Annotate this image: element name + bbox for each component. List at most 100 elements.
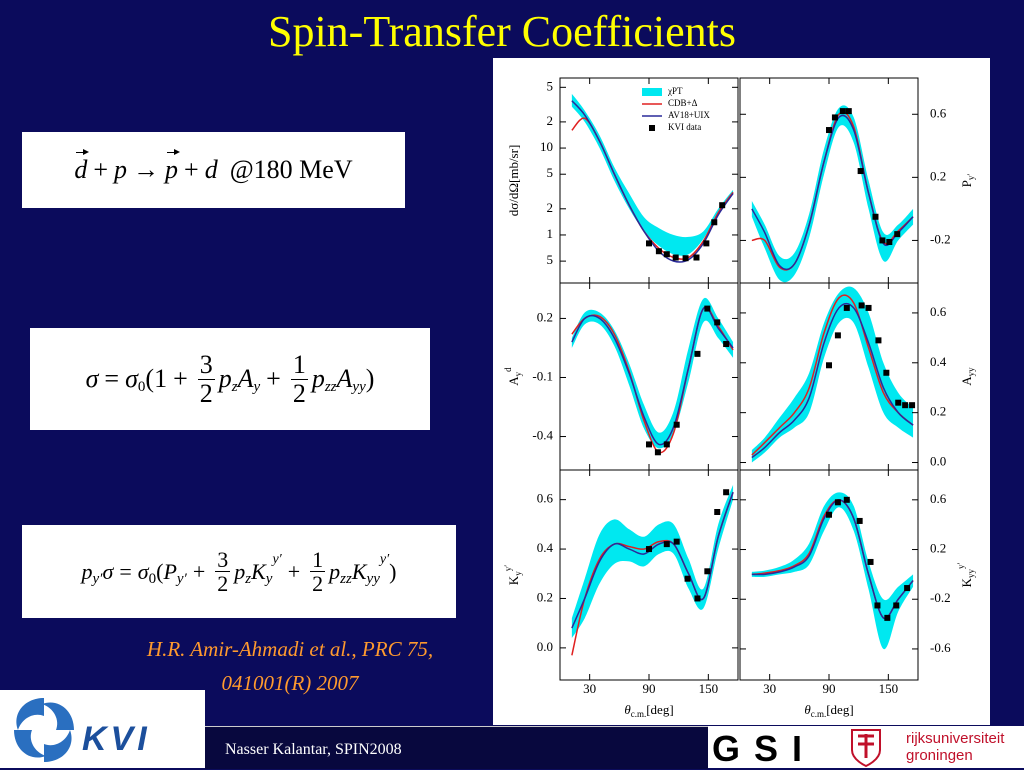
data-point <box>719 202 726 209</box>
y-label-sub: yy <box>966 569 976 579</box>
y-tick-label: 5 <box>547 165 554 180</box>
y-tick-label: 10 <box>540 139 553 154</box>
eq-part: ) <box>389 558 397 584</box>
eq-part: 0 <box>148 571 157 587</box>
model-line <box>751 114 914 271</box>
y-label-sub: y <box>513 371 523 376</box>
y-label-sub: yy <box>966 367 976 377</box>
eq-part: 1 <box>290 350 308 380</box>
y-tick-label: 2 <box>547 113 554 128</box>
data-point <box>673 538 680 545</box>
data-point <box>826 362 832 369</box>
y-tick-label: 0.6 <box>930 491 947 506</box>
x-tick-label: 30 <box>583 681 596 696</box>
eq-part: 3 <box>215 546 231 572</box>
data-point <box>884 614 891 621</box>
y-label-sub: y′ <box>966 174 976 181</box>
eq-part: σ <box>125 364 138 393</box>
kvi-text: KVI <box>82 720 151 758</box>
data-point <box>663 441 670 448</box>
eq-part: y <box>253 378 261 395</box>
eq-part: y′ <box>176 571 187 587</box>
y-tick-label: 0.0 <box>930 454 946 469</box>
data-point <box>694 350 701 357</box>
data-point <box>886 239 893 245</box>
eq-part: σ <box>102 558 114 584</box>
eq-part: p <box>234 558 246 584</box>
citation: H.R. Amir-Ahmadi et al., PRC 75, 041001(… <box>60 632 520 700</box>
data-point <box>672 254 679 261</box>
legend-swatch <box>649 125 655 131</box>
citation-line: 041001(R) 2007 <box>221 671 359 695</box>
x-tick-label: 90 <box>823 681 836 696</box>
data-point <box>646 441 652 448</box>
data-point <box>663 541 670 548</box>
y-label-sub: y <box>513 571 523 576</box>
eq-part: yy <box>366 571 380 587</box>
eq-part: + <box>266 364 281 393</box>
data-point <box>834 499 841 506</box>
eq-part: = <box>104 364 120 393</box>
model-line <box>571 491 734 629</box>
y-label-base: K <box>959 577 974 587</box>
y-label-base: P <box>959 180 974 187</box>
data-point <box>646 546 652 553</box>
eq-part: K <box>351 558 367 584</box>
y-label-base: K <box>506 575 521 585</box>
data-point <box>875 337 882 344</box>
y-tick-label: -0.6 <box>930 640 951 655</box>
data-point <box>654 449 661 456</box>
data-point <box>826 511 832 518</box>
y-axis-label: Ayd <box>503 367 523 386</box>
y-tick-label: 0.4 <box>930 354 947 369</box>
data-point <box>902 402 909 409</box>
eq-part: A <box>237 364 254 393</box>
data-point <box>711 219 718 226</box>
data-point <box>865 304 872 311</box>
eq-part: zz <box>324 378 337 395</box>
y-tick-label: -0.1 <box>532 368 553 383</box>
eq-part: 3 <box>197 350 215 380</box>
eq-part: 2 <box>292 378 306 408</box>
y-tick-label: 0.4 <box>537 540 554 555</box>
crest <box>851 729 881 768</box>
legend-label: χPT <box>667 86 683 96</box>
y-tick-label: 5 <box>547 78 554 93</box>
chipt-band <box>751 286 914 463</box>
eq-part: p <box>218 364 232 393</box>
y-axis-label: Kyyy′ <box>956 563 976 588</box>
y-tick-label: 0.6 <box>930 304 947 319</box>
y-tick-label: 0.0 <box>537 639 553 654</box>
y-tick-label: 2 <box>547 200 554 215</box>
data-point <box>704 568 711 575</box>
gsi-logo: GSI <box>708 726 840 769</box>
eq-part: d <box>74 149 90 184</box>
data-point <box>684 575 691 582</box>
x-label-base: θ <box>624 702 631 717</box>
y-label-base: A <box>959 376 974 386</box>
x-label-rest: [deg] <box>646 702 673 717</box>
plot-area <box>571 484 734 656</box>
eq-part: A <box>336 364 353 393</box>
eq-part: 2 <box>312 571 324 596</box>
data-point <box>723 489 730 496</box>
figure-background <box>493 58 990 725</box>
data-point <box>673 421 680 428</box>
data-point <box>826 127 832 134</box>
slide-title: Spin-Transfer Coefficients <box>267 7 737 56</box>
legend-swatch <box>642 88 662 96</box>
citation-line: H.R. Amir-Ahmadi et al., PRC 75, <box>146 637 434 661</box>
kvi-logo: KVI <box>0 690 205 768</box>
legend-label: AV18+UIX <box>668 110 710 120</box>
x-axis-label: θc.m.[deg] <box>624 702 673 719</box>
eq-part: @180 MeV <box>229 155 353 184</box>
data-point <box>714 319 721 326</box>
y-tick-label: 5 <box>547 252 554 267</box>
eq-part: K <box>251 558 266 584</box>
eq-part: + <box>93 155 109 184</box>
